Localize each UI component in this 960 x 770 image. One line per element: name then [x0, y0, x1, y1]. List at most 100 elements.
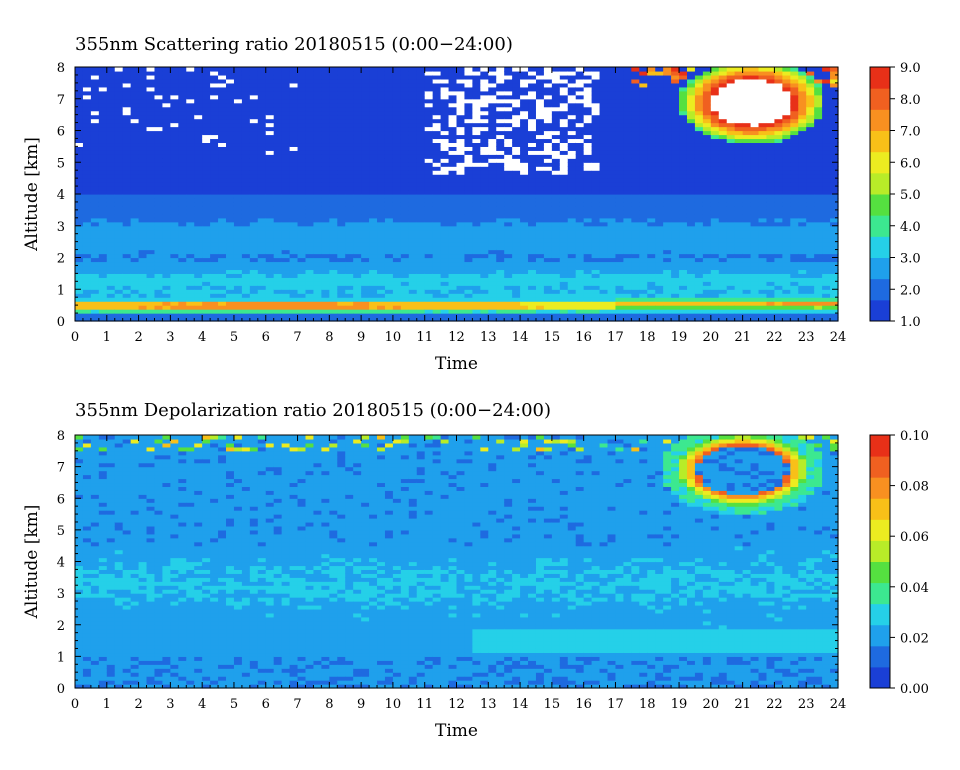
heatmap-cell	[170, 309, 179, 314]
heatmap-cell	[241, 225, 251, 231]
heatmap-cell	[257, 126, 267, 132]
heatmap-cell	[559, 229, 569, 235]
heatmap-cell	[663, 317, 672, 322]
heatmap-cell	[655, 273, 664, 278]
heatmap-cell	[663, 289, 672, 294]
heatmap-cell	[321, 225, 330, 231]
heatmap-cell	[615, 134, 625, 140]
heatmap-cell	[392, 114, 402, 120]
heatmap-cell	[377, 257, 386, 263]
heatmap-cell	[194, 221, 203, 227]
heatmap-cell	[218, 297, 227, 302]
heatmap-cell	[472, 217, 481, 223]
heatmap-cell	[551, 209, 561, 215]
heatmap-cell	[416, 257, 426, 263]
heatmap-cell	[106, 94, 116, 100]
heatmap-cell	[480, 281, 489, 286]
heatmap-cell	[114, 289, 124, 294]
heatmap-cell	[329, 150, 338, 155]
heatmap-cell	[424, 245, 434, 251]
heatmap-cell	[265, 194, 275, 199]
heatmap-cell	[504, 154, 513, 159]
heatmap-cell	[647, 281, 656, 286]
heatmap-cell	[297, 221, 307, 227]
heatmap-cell	[456, 74, 466, 80]
heatmap-cell	[686, 225, 696, 231]
heatmap-cell	[543, 257, 553, 263]
heatmap-cell	[575, 178, 585, 183]
heatmap-cell	[369, 245, 378, 251]
heatmap-cell	[281, 110, 291, 116]
heatmap-cell	[361, 82, 370, 88]
heatmap-cell	[464, 221, 473, 227]
heatmap-cell	[138, 74, 148, 80]
heatmap-cell	[273, 297, 283, 302]
heatmap-cell	[337, 82, 346, 88]
heatmap-cell	[321, 313, 330, 318]
heatmap-cell	[639, 98, 648, 104]
heatmap-cell	[162, 110, 171, 116]
heatmap-cell	[520, 150, 529, 155]
heatmap-cell	[329, 293, 338, 298]
heatmap-cell	[655, 249, 664, 255]
heatmap-cell	[559, 261, 569, 267]
heatmap-cell	[631, 225, 640, 231]
heatmap-cell	[623, 142, 632, 147]
heatmap-cell	[337, 122, 346, 128]
heatmap-cell	[114, 186, 124, 191]
heatmap-cell	[321, 201, 330, 207]
heatmap-cell	[686, 82, 696, 88]
heatmap-cell	[639, 134, 648, 140]
heatmap-cell	[82, 194, 92, 199]
heatmap-cell	[416, 190, 426, 195]
heatmap-cell	[233, 134, 243, 140]
heatmap-cell	[162, 166, 171, 171]
heatmap-cell	[90, 130, 100, 136]
heatmap-cell	[210, 285, 219, 290]
heatmap-cell	[337, 209, 346, 215]
heatmap-cell	[392, 142, 402, 147]
heatmap-cell	[448, 273, 458, 278]
heatmap-cell	[424, 205, 434, 211]
heatmap-cell	[623, 205, 632, 211]
heatmap-cell	[265, 257, 275, 263]
heatmap-cell	[559, 237, 569, 243]
heatmap-cell	[567, 186, 577, 191]
heatmap-cell	[218, 217, 227, 223]
heatmap-cell	[512, 150, 521, 155]
heatmap-cell	[249, 261, 259, 267]
heatmap-cell	[686, 285, 696, 290]
heatmap-cell	[631, 130, 640, 136]
heatmap-cell	[528, 205, 537, 211]
heatmap-cell	[122, 233, 132, 239]
heatmap-cell	[75, 178, 84, 183]
heatmap-cell	[639, 166, 648, 171]
heatmap-cell	[655, 178, 664, 183]
heatmap-cell	[472, 225, 481, 231]
heatmap-cell	[631, 221, 640, 227]
heatmap-cell	[353, 122, 362, 128]
heatmap-cell	[313, 82, 322, 88]
heatmap-cell	[114, 241, 124, 247]
heatmap-cell	[583, 186, 593, 191]
heatmap-cell	[273, 67, 283, 72]
heatmap-cell	[170, 166, 179, 171]
heatmap-cell	[504, 98, 513, 104]
heatmap-cell	[265, 269, 275, 274]
heatmap-cell	[178, 257, 187, 263]
heatmap-cell	[241, 138, 251, 144]
heatmap-cell	[361, 158, 370, 163]
heatmap-cell	[353, 281, 362, 286]
heatmap-cell	[114, 225, 124, 231]
heatmap-cell	[281, 269, 291, 274]
heatmap-cell	[361, 305, 370, 310]
heatmap-cell	[226, 106, 235, 112]
heatmap-cell	[384, 229, 394, 235]
heatmap-cell	[599, 158, 609, 163]
heatmap-cell	[82, 106, 92, 112]
heatmap-cell	[241, 237, 251, 243]
heatmap-cell	[281, 281, 291, 286]
heatmap-cell	[82, 98, 92, 104]
heatmap-cell	[265, 182, 275, 187]
heatmap-cell	[679, 122, 688, 128]
